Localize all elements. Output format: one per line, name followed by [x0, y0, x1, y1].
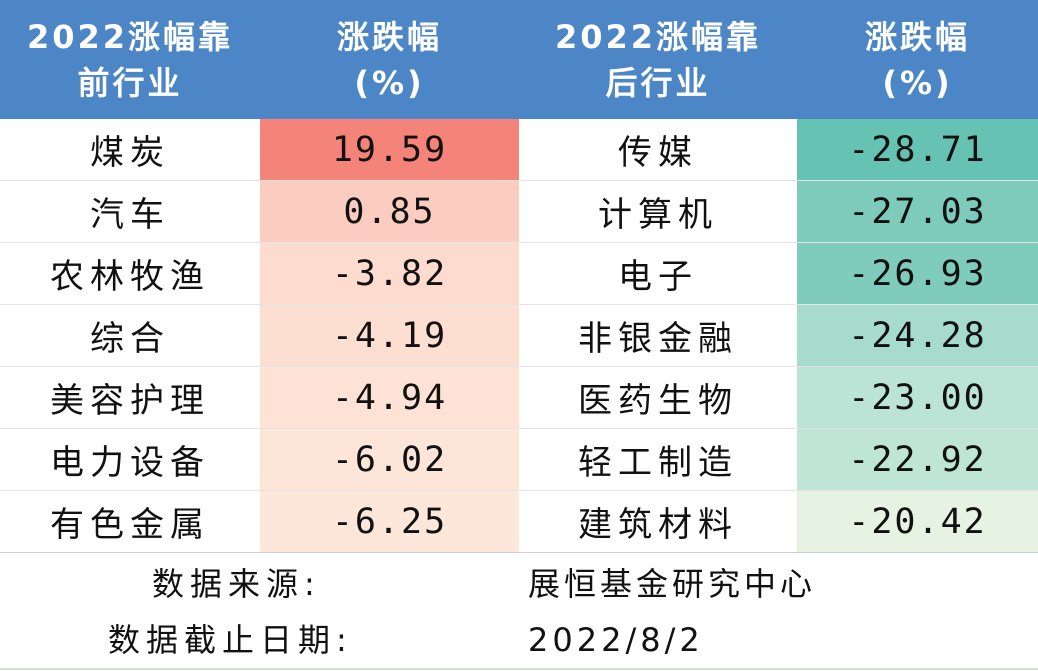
- top-industry-cell: 美容护理: [0, 366, 260, 429]
- bottom-industry-cell: 医药生物: [519, 366, 797, 429]
- bottom-industry-cell: 非银金融: [519, 304, 797, 367]
- table-row: 综合 -4.19 非银金融 -24.28: [0, 304, 1038, 367]
- bottom-industry-cell: 建筑材料: [519, 490, 797, 553]
- data-date-label: 数据截止日期:: [108, 621, 353, 659]
- table-row: 汽车 0.85 计算机 -27.03: [0, 180, 1038, 243]
- top-industry-cell: 农林牧渔: [0, 242, 260, 305]
- table-row: 有色金属 -6.25 建筑材料 -20.42: [0, 490, 1038, 553]
- bottom-change-cell: -26.93: [797, 242, 1038, 305]
- bottom-change-cell: -23.00: [797, 366, 1038, 429]
- data-date-value: 2022/8/2: [528, 621, 704, 659]
- header-top-change: 涨跌幅 (%): [260, 0, 519, 119]
- header-top-industry-line2: 前行业: [77, 63, 183, 102]
- top-change-cell: 0.85: [260, 180, 519, 243]
- header-bottom-change-line1: 涨跌幅: [864, 17, 970, 56]
- header-bottom-industry: 2022涨幅靠 后行业: [519, 0, 797, 119]
- header-bottom-change-line2: (%): [882, 63, 953, 102]
- bottom-industry-cell: 轻工制造: [519, 428, 797, 491]
- bottom-industry-cell: 计算机: [519, 180, 797, 243]
- top-industry-cell: 综合: [0, 304, 260, 367]
- header-top-industry: 2022涨幅靠 前行业: [0, 0, 260, 119]
- header-bottom-industry-line1: 2022涨幅靠: [554, 17, 762, 56]
- data-source-line: 数据来源: 展恒基金研究中心: [0, 556, 1038, 612]
- table-row: 美容护理 -4.94 医药生物 -23.00: [0, 366, 1038, 429]
- top-industry-cell: 有色金属: [0, 490, 260, 553]
- data-date-line: 数据截止日期: 2022/8/2: [0, 612, 1038, 668]
- table-row: 煤炭 19.59 传媒 -28.71: [0, 119, 1038, 181]
- top-change-cell: -4.19: [260, 304, 519, 367]
- bottom-change-cell: -20.42: [797, 490, 1038, 553]
- bottom-divider: [0, 668, 1038, 670]
- bottom-industry-cell: 电子: [519, 242, 797, 305]
- bottom-change-cell: -22.92: [797, 428, 1038, 491]
- top-change-cell: -4.94: [260, 366, 519, 429]
- header-top-change-line1: 涨跌幅: [336, 17, 442, 56]
- bottom-change-cell: -24.28: [797, 304, 1038, 367]
- table-header-row: 2022涨幅靠 前行业 涨跌幅 (%) 2022涨幅靠 后行业 涨跌幅 (%): [0, 0, 1038, 119]
- industry-performance-table: 2022涨幅靠 前行业 涨跌幅 (%) 2022涨幅靠 后行业 涨跌幅 (%): [0, 0, 1038, 553]
- top-change-cell: -6.25: [260, 490, 519, 553]
- header-top-industry-line1: 2022涨幅靠: [26, 17, 234, 56]
- top-change-cell: 19.59: [260, 119, 519, 181]
- top-change-cell: -3.82: [260, 242, 519, 305]
- data-source-label: 数据来源:: [152, 565, 321, 603]
- data-source-value: 展恒基金研究中心: [528, 565, 817, 603]
- top-industry-cell: 煤炭: [0, 119, 260, 181]
- top-industry-cell: 汽车: [0, 180, 260, 243]
- header-top-change-line2: (%): [354, 63, 425, 102]
- header-bottom-change: 涨跌幅 (%): [797, 0, 1038, 119]
- table-row: 农林牧渔 -3.82 电子 -26.93: [0, 242, 1038, 305]
- table-row: 电力设备 -6.02 轻工制造 -22.92: [0, 428, 1038, 491]
- bottom-change-cell: -28.71: [797, 119, 1038, 181]
- bottom-change-cell: -27.03: [797, 180, 1038, 243]
- bottom-industry-cell: 传媒: [519, 119, 797, 181]
- top-change-cell: -6.02: [260, 428, 519, 491]
- top-industry-cell: 电力设备: [0, 428, 260, 491]
- header-bottom-industry-line2: 后行业: [605, 63, 711, 102]
